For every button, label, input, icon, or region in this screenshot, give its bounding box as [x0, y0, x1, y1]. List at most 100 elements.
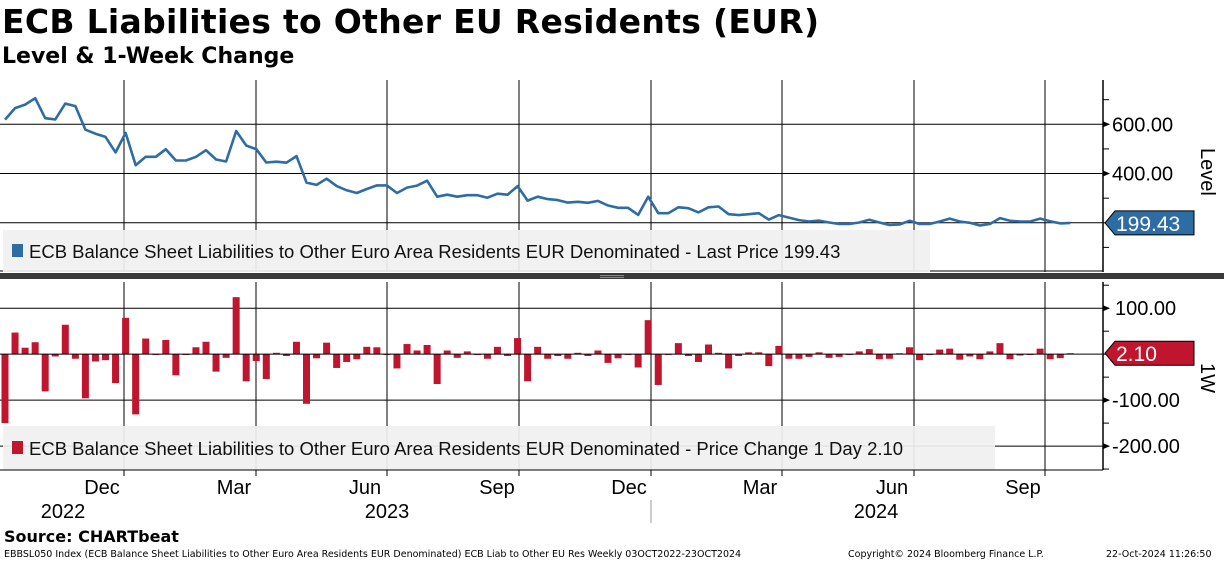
bar-1w-change	[212, 354, 220, 372]
bar-1w-change	[51, 354, 59, 357]
bar-1w-change	[986, 351, 994, 355]
bar-1w-change	[825, 354, 833, 358]
bar-1w-change	[81, 354, 89, 399]
bar-1w-change	[705, 344, 712, 355]
bar-1w-change	[252, 354, 260, 362]
footer-copyright: Copyright© 2024 Bloomberg Finance L.P.	[848, 549, 1044, 560]
bar-1w-change	[694, 354, 702, 362]
bar-1w-change	[11, 332, 19, 355]
x-year-label: 2023	[365, 501, 410, 523]
chart-title: ECB Liabilities to Other EU Residents (E…	[2, 2, 820, 41]
bar-1w-change	[413, 350, 421, 355]
bar-1w-change	[936, 349, 944, 355]
bar-1w-change	[634, 354, 642, 368]
splitter-grip-icon	[600, 275, 624, 276]
bar-1w-change	[956, 354, 964, 360]
bar-1w-change	[865, 349, 873, 355]
bar-1w-change	[112, 354, 120, 384]
bar-1w-change	[222, 354, 230, 358]
bar-1w-change	[172, 354, 180, 376]
bar-1w-change	[885, 354, 893, 359]
bar-1w-change	[272, 352, 280, 355]
bar-1w-change	[232, 297, 240, 355]
bar-1w-change	[795, 354, 803, 359]
bar-1w-change	[815, 352, 823, 355]
bar-1w-change	[855, 351, 863, 355]
y-tick-arrow-icon	[1103, 170, 1110, 177]
x-month-label: Jun	[876, 477, 908, 499]
x-month-label: Sep	[1005, 477, 1041, 499]
x-year-label: 2022	[41, 501, 86, 523]
bar-1w-change	[102, 354, 109, 361]
x-month-label: Dec	[611, 477, 647, 499]
source-label: Source: CHARTbeat	[4, 527, 179, 546]
bar-1w-change	[122, 317, 130, 355]
last-value-change: 2.10	[1116, 343, 1157, 366]
x-month-label: Dec	[84, 477, 120, 499]
bar-1w-change	[373, 347, 381, 355]
bar-1w-change	[403, 344, 411, 355]
chart-subtitle: Level & 1-Week Change	[2, 44, 295, 69]
y-tick-arrow-icon	[1103, 397, 1110, 404]
bar-1w-change	[242, 354, 250, 382]
bar-1w-change	[323, 342, 331, 355]
last-value-level-box	[1104, 210, 1195, 236]
bar-1w-change	[353, 354, 361, 360]
bar-1w-change	[805, 354, 813, 357]
footer-description: EBBSL050 Index (ECB Balance Sheet Liabil…	[4, 549, 742, 560]
y-tick-label-change: -200.00	[1112, 436, 1180, 458]
bar-1w-change	[483, 354, 491, 359]
y-tick-label-change: 100.00	[1115, 298, 1176, 320]
bar-1w-change	[31, 342, 39, 355]
y-tick-label-level: 400.00	[1112, 164, 1173, 186]
bar-1w-change	[745, 352, 753, 355]
x-month-label: Sep	[479, 477, 515, 499]
y-axis-title-change: 1W	[1196, 363, 1218, 393]
bar-1w-change	[393, 354, 401, 369]
bar-1w-change	[614, 354, 622, 359]
legend-bottom: ECB Balance Sheet Liabilities to Other E…	[3, 426, 995, 470]
bar-1w-change	[594, 350, 602, 355]
bar-1w-change	[674, 343, 682, 355]
bar-1w-change	[262, 354, 270, 379]
bar-1w-change	[1, 354, 9, 424]
legend-swatch-change	[12, 441, 23, 454]
level-line	[4, 96, 1071, 227]
bar-1w-change	[584, 354, 592, 357]
bar-1w-change	[765, 354, 773, 367]
bar-1w-change	[715, 352, 723, 355]
bar-1w-change	[654, 354, 662, 385]
bar-1w-change	[202, 341, 210, 355]
bar-1w-change	[303, 354, 310, 404]
y-tick-arrow-icon	[1103, 121, 1110, 128]
bar-1w-change	[544, 354, 552, 359]
y-tick-label-change: -100.00	[1112, 390, 1180, 412]
last-value-change-box	[1104, 340, 1195, 366]
bar-1w-change	[755, 352, 763, 355]
bar-1w-change	[91, 354, 99, 362]
bar-1w-change	[493, 346, 501, 355]
bar-1w-change	[504, 354, 511, 357]
bar-1w-change	[604, 354, 612, 363]
bar-1w-change	[564, 354, 572, 359]
x-year-label: 2024	[854, 501, 899, 523]
last-value-level: 199.43	[1116, 213, 1180, 236]
bar-1w-change	[1046, 354, 1054, 360]
bar-1w-change	[61, 324, 69, 355]
bar-1w-change	[554, 354, 562, 357]
bar-1w-change	[725, 354, 733, 369]
bar-1w-change	[433, 354, 441, 385]
legend-swatch-level	[12, 244, 23, 257]
bar-1w-change	[71, 354, 79, 359]
bar-1w-change	[916, 354, 924, 361]
bar-1w-change	[775, 345, 783, 355]
bar-1w-change	[1016, 354, 1024, 356]
y-tick-arrow-icon	[1103, 443, 1110, 450]
bar-1w-change	[463, 351, 471, 355]
bar-1w-change	[996, 343, 1004, 355]
bar-1w-change	[735, 354, 743, 357]
bar-1w-change	[292, 341, 300, 355]
bar-1w-change	[313, 354, 321, 359]
bar-1w-change	[835, 354, 843, 357]
